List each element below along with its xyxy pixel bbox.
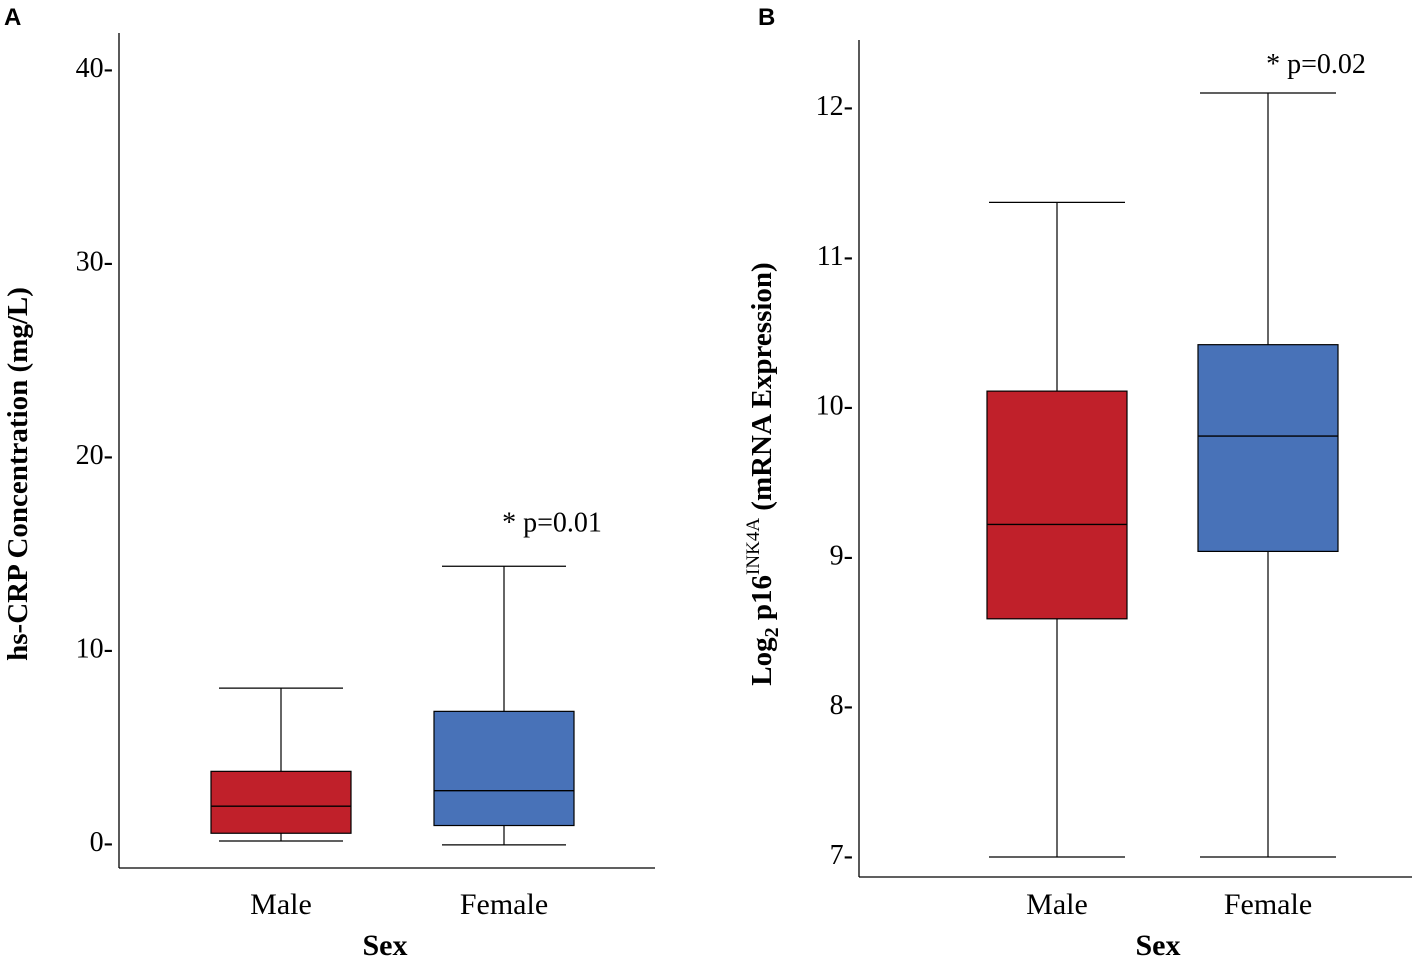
x-axis-title-a: Sex xyxy=(363,929,408,958)
y-tick-labels-a: 0- 10- 20- 30- 40- xyxy=(76,53,113,858)
y-tick-label: 8- xyxy=(830,690,853,721)
x-axis-title-b: Sex xyxy=(1136,929,1181,958)
y-title-subscript: 2 xyxy=(761,627,783,637)
y-axis-title-b: Log2 p16INK4A (mRNA Expression) xyxy=(743,262,783,685)
y-tick-label: 20- xyxy=(76,440,113,471)
y-tick-label: 9- xyxy=(830,540,853,571)
iqr-box xyxy=(433,710,575,827)
boxplots-a xyxy=(210,565,575,846)
x-category-label: Female xyxy=(1224,888,1312,921)
panel-letter-b: B xyxy=(758,4,775,31)
x-category-label: Male xyxy=(1026,888,1088,921)
y-title-superscript: INK4A xyxy=(743,518,764,575)
y-tick-label: 10- xyxy=(816,391,853,422)
y-tick-label: 40- xyxy=(76,53,113,84)
boxplot-female xyxy=(1197,92,1339,858)
x-category-label: Female xyxy=(460,888,548,921)
y-tick-label: 0- xyxy=(90,827,113,858)
y-axis-title-a: hs-CRP Concentration (mg/L) xyxy=(2,287,34,661)
annotation-a: * p=0.01 xyxy=(502,508,602,539)
x-category-labels-b: Male Female xyxy=(1026,888,1312,921)
boxplot-male xyxy=(986,201,1128,858)
y-tick-labels-b: 7- 8- 9- 10- 11- 12- xyxy=(816,91,853,871)
y-tick-label: 30- xyxy=(76,247,113,278)
panel-b: B 7- 8- 9- 10- 11- 12- Male Female * p=0.02 Se… xyxy=(743,4,1412,958)
iqr-box xyxy=(1197,344,1339,553)
x-category-labels-a: Male Female xyxy=(250,888,548,921)
y-tick-label: 11- xyxy=(817,241,853,272)
y-title-log: Log xyxy=(746,637,778,686)
x-category-label: Male xyxy=(250,888,312,921)
boxplot-male xyxy=(210,687,352,842)
y-tick-label: 12- xyxy=(816,91,853,122)
iqr-box xyxy=(986,390,1128,620)
annotation-b: * p=0.02 xyxy=(1266,49,1366,80)
y-tick-label: 7- xyxy=(830,840,853,871)
y-title-rest: (mRNA Expression) xyxy=(746,262,778,518)
panel-letter-a: A xyxy=(4,4,21,31)
iqr-box xyxy=(210,770,352,834)
panel-a: A 0- 10- 20- 30- 40- Male Female * p=0.01 Sex… xyxy=(2,4,655,958)
boxplot-female xyxy=(433,565,575,846)
y-tick-label: 10- xyxy=(76,634,113,665)
y-title-gene: p16 xyxy=(746,575,778,627)
boxplots-b xyxy=(986,92,1339,858)
